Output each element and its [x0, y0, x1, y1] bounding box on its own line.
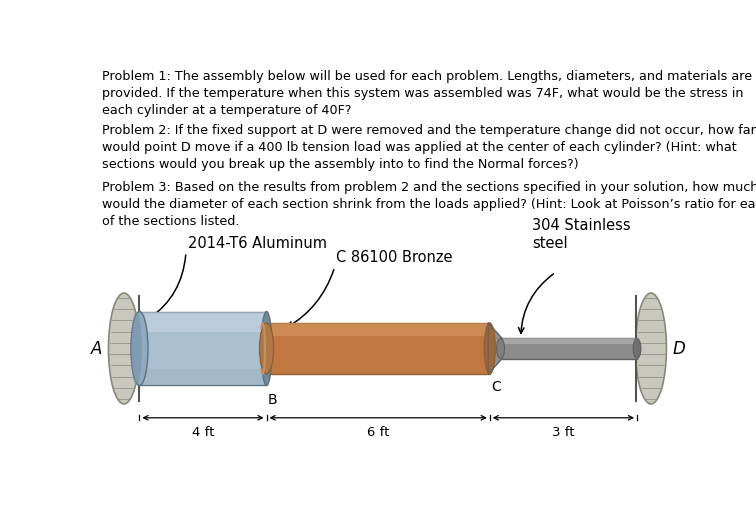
Ellipse shape: [485, 323, 495, 374]
Ellipse shape: [633, 339, 641, 358]
Text: 12 in.: 12 in.: [210, 346, 248, 359]
Text: 2014-T6 Aluminum: 2014-T6 Aluminum: [187, 236, 327, 251]
Text: A: A: [91, 340, 102, 358]
Text: 4 in.: 4 in.: [513, 343, 542, 357]
Ellipse shape: [636, 293, 667, 404]
Text: 6 ft: 6 ft: [367, 426, 389, 438]
Text: Problem 2: If the fixed support at D were removed and the temperature change did: Problem 2: If the fixed support at D wer…: [102, 123, 756, 171]
Text: B: B: [268, 393, 277, 407]
Bar: [267, 323, 490, 374]
Text: C 86100 Bronze: C 86100 Bronze: [336, 250, 453, 266]
Bar: [267, 323, 490, 336]
Ellipse shape: [261, 312, 272, 385]
Text: Problem 3: Based on the results from problem 2 and the sections specified in you: Problem 3: Based on the results from pro…: [102, 181, 756, 228]
Bar: [500, 339, 637, 344]
Ellipse shape: [108, 293, 139, 404]
Text: 8 in.: 8 in.: [385, 346, 414, 359]
Ellipse shape: [259, 323, 274, 374]
Bar: [139, 369, 267, 385]
Bar: [500, 339, 637, 358]
Ellipse shape: [497, 339, 504, 358]
Text: 4 ft: 4 ft: [192, 426, 214, 438]
Text: D: D: [673, 340, 686, 358]
Ellipse shape: [131, 312, 142, 385]
Text: Problem 1: The assembly below will be used for each problem. Lengths, diameters,: Problem 1: The assembly below will be us…: [102, 70, 752, 117]
Text: 3 ft: 3 ft: [552, 426, 575, 438]
Bar: [139, 312, 267, 332]
Ellipse shape: [131, 312, 148, 385]
Polygon shape: [488, 323, 502, 374]
Bar: [139, 312, 267, 385]
Text: C: C: [491, 380, 501, 394]
Text: 304 Stainless
steel: 304 Stainless steel: [532, 218, 631, 251]
